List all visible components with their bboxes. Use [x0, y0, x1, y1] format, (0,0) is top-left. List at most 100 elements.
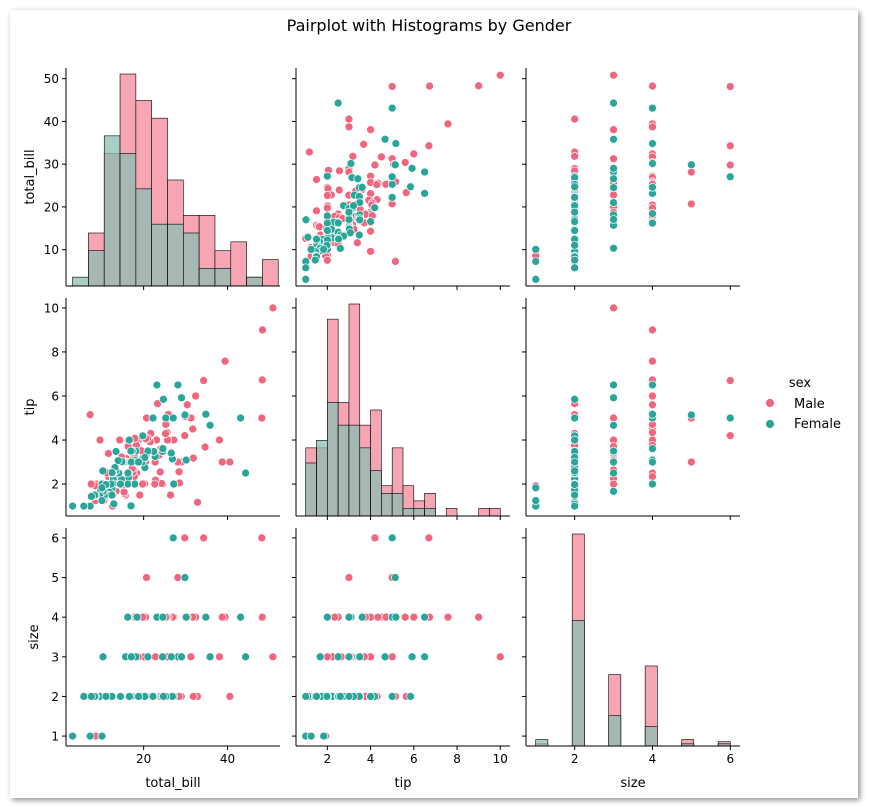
scatter-point-female	[79, 501, 89, 511]
scatter-point-male	[257, 533, 267, 543]
scatter-point-male	[180, 431, 190, 440]
scatter-point-male	[424, 141, 434, 151]
scatter-point-male	[348, 151, 358, 161]
scatter-point-female	[201, 612, 211, 622]
scatter-point-female	[148, 692, 158, 701]
scatter-point-male	[725, 160, 735, 170]
scatter-point-female	[333, 218, 343, 228]
scatter-point-female	[134, 692, 143, 701]
scatter-point-male	[95, 435, 105, 445]
scatter-point-female	[570, 226, 579, 235]
scatter-point-female	[570, 263, 579, 273]
scatter-point-female	[420, 652, 429, 662]
scatter-point-female	[570, 435, 579, 445]
scatter-point-female	[303, 232, 313, 242]
scatter-point-female	[570, 217, 579, 226]
scatter-point-female	[236, 413, 245, 423]
scatter-point-male	[443, 119, 453, 129]
scatter-point-male	[648, 122, 657, 132]
scatter-point-male	[200, 442, 210, 452]
scatter-point-female	[609, 380, 618, 390]
scatter-point-female	[177, 393, 186, 403]
scatter-point-female	[322, 692, 332, 701]
scatter-point-male	[186, 652, 196, 662]
scatter-point-male	[268, 303, 278, 313]
scatter-point-female	[140, 453, 150, 462]
scatter-point-female	[570, 255, 579, 265]
scatter-point-male	[193, 497, 202, 507]
scatter-point-female	[406, 182, 415, 192]
scatter-point-male	[425, 81, 434, 91]
scatter-point-male	[609, 70, 618, 80]
scatter-point-male	[359, 139, 369, 149]
y-tick-label: 8	[51, 345, 59, 359]
scatter-point-male	[687, 199, 696, 209]
y-tick-label: 10	[44, 243, 59, 257]
x-tick-label: 2	[571, 752, 579, 766]
scatter-point-female	[344, 207, 354, 217]
scatter-point-female	[301, 274, 311, 284]
scatter-point-female	[687, 160, 696, 170]
legend-female-marker	[765, 419, 775, 429]
scatter-point-male	[215, 435, 224, 445]
scatter-point-male	[115, 435, 125, 445]
scatter-point-female	[570, 490, 579, 500]
scatter-point-male	[570, 114, 579, 124]
scatter-point-female	[166, 448, 176, 458]
scatter-point-male	[609, 479, 618, 489]
hist-bar-female	[608, 715, 622, 747]
scatter-point-male	[366, 125, 375, 135]
hist-bar-male	[230, 241, 247, 287]
scatter-point-female	[420, 167, 429, 177]
scatter-point-male	[648, 428, 657, 437]
figure-title: Pairplot with Histograms by Gender	[287, 16, 572, 35]
hist-bar-male	[445, 508, 458, 517]
scatter-point-female	[322, 171, 332, 181]
scatter-point-female	[138, 431, 148, 441]
legend: sex Male Female	[765, 376, 841, 432]
scatter-point-female	[159, 692, 168, 701]
scatter-point-male	[161, 429, 170, 438]
scatter-point-male	[648, 356, 657, 366]
scatter-point-female	[391, 612, 401, 622]
scatter-point-female	[349, 201, 358, 211]
panel-tip-vs-size	[522, 298, 740, 520]
scatter-point-female	[407, 163, 417, 173]
scatter-point-female	[570, 394, 579, 404]
scatter-point-female	[609, 486, 618, 496]
scatter-point-male	[687, 457, 696, 467]
scatter-point-male	[400, 612, 410, 622]
scatter-point-female	[609, 174, 618, 184]
scatter-point-male	[191, 391, 201, 401]
scatter-point-male	[322, 203, 332, 213]
scatter-point-female	[79, 692, 89, 701]
scatter-point-female	[357, 182, 367, 192]
scatter-point-female	[201, 409, 211, 419]
panel-size-vs-size: 2 4 6	[522, 528, 740, 766]
scatter-point-female	[180, 573, 190, 582]
scatter-point-female	[241, 468, 250, 478]
scatter-point-male	[495, 652, 505, 662]
scatter-point-male	[166, 490, 175, 500]
scatter-point-female	[648, 159, 657, 168]
scatter-point-male	[353, 238, 362, 248]
y-tick-label: 20	[44, 200, 59, 214]
scatter-point-female	[725, 413, 735, 423]
y-tick-label: 5	[51, 571, 59, 585]
scatter-point-female	[648, 380, 657, 390]
scatter-point-male	[155, 467, 165, 477]
y-tick-label: 40	[44, 115, 59, 129]
scatter-point-female	[570, 182, 579, 192]
scatter-point-female	[390, 160, 400, 170]
scatter-point-female	[648, 409, 657, 419]
scatter-point-female	[380, 652, 390, 662]
scatter-point-female	[420, 612, 429, 622]
scatter-point-female	[180, 410, 190, 420]
hist-bar-male	[489, 508, 501, 517]
scatter-point-male	[142, 573, 151, 582]
hist-bar-female	[571, 620, 585, 747]
scatter-point-female	[570, 457, 579, 467]
x-tick-label: 6	[410, 752, 418, 766]
scatter-point-female	[370, 203, 380, 213]
scatter-point-female	[312, 692, 321, 701]
